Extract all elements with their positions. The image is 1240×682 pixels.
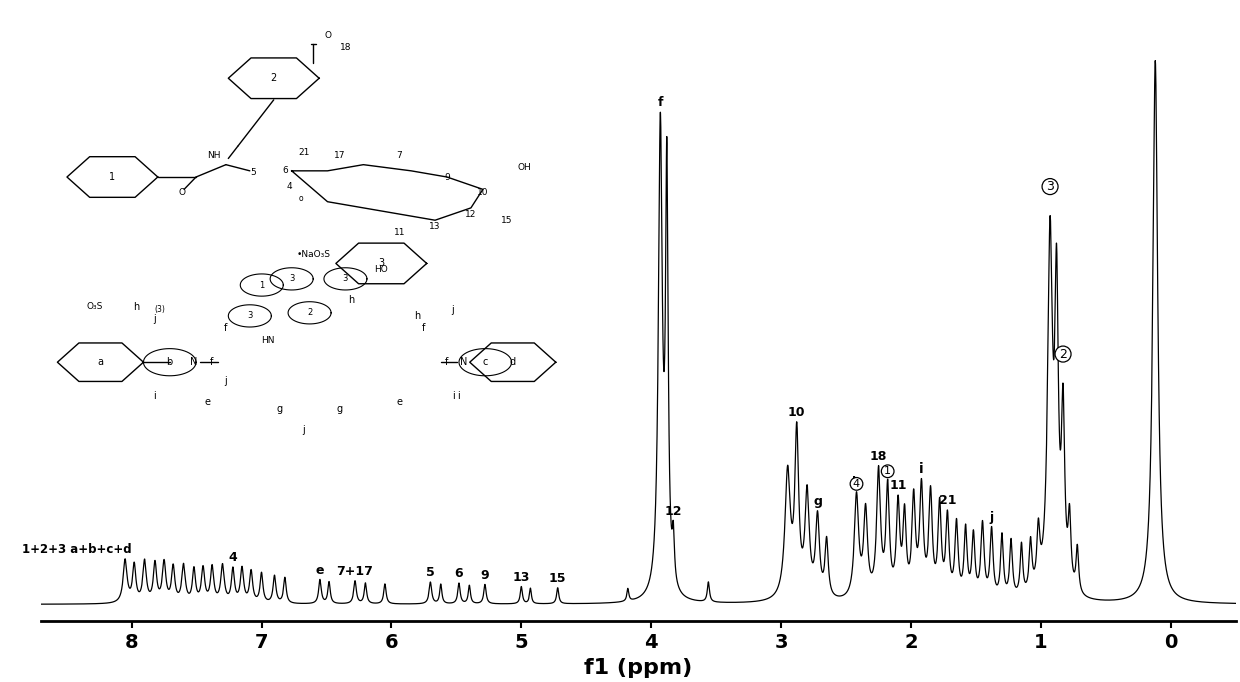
Text: d: d xyxy=(510,357,516,367)
Text: 3: 3 xyxy=(342,274,348,283)
Text: OH: OH xyxy=(518,163,532,173)
Text: 12: 12 xyxy=(665,505,682,518)
Text: 1+2+3 a+b+c+d: 1+2+3 a+b+c+d xyxy=(22,543,131,556)
Text: i: i xyxy=(153,391,155,401)
Text: f: f xyxy=(657,96,663,110)
Text: a: a xyxy=(98,357,103,367)
Text: j: j xyxy=(990,511,993,524)
Text: 15: 15 xyxy=(501,216,512,225)
Text: 1: 1 xyxy=(259,280,264,290)
Text: i: i xyxy=(451,391,454,401)
Text: 18: 18 xyxy=(340,43,351,52)
Text: h: h xyxy=(414,311,420,321)
Text: O: O xyxy=(324,31,331,40)
Text: HO: HO xyxy=(374,265,388,274)
Text: N: N xyxy=(460,357,467,367)
Text: 3: 3 xyxy=(289,274,294,283)
Text: 13: 13 xyxy=(429,222,441,231)
Text: •NaO₃S: •NaO₃S xyxy=(296,250,330,258)
Text: (3): (3) xyxy=(155,306,166,314)
Text: 10: 10 xyxy=(477,188,489,197)
Text: c: c xyxy=(482,357,489,367)
Text: 9: 9 xyxy=(481,569,490,582)
Text: 2: 2 xyxy=(270,73,277,83)
Text: 4: 4 xyxy=(228,551,237,564)
X-axis label: f1 (ppm): f1 (ppm) xyxy=(584,658,692,678)
Text: N: N xyxy=(190,357,197,367)
Text: 1: 1 xyxy=(884,466,892,476)
Text: 4: 4 xyxy=(853,479,861,489)
Text: j: j xyxy=(451,305,454,314)
Text: 18: 18 xyxy=(870,449,888,462)
Text: g: g xyxy=(813,495,822,508)
Text: h: h xyxy=(852,476,861,489)
Text: 15: 15 xyxy=(549,572,567,585)
Text: O: O xyxy=(179,188,185,197)
Text: 1: 1 xyxy=(109,172,115,182)
Text: f: f xyxy=(422,323,425,333)
Text: 6: 6 xyxy=(455,567,464,580)
Text: f: f xyxy=(445,357,449,367)
Text: o: o xyxy=(299,194,304,203)
Text: j: j xyxy=(303,425,305,435)
Text: 11: 11 xyxy=(393,228,405,237)
Text: 7+17: 7+17 xyxy=(336,565,373,578)
Text: 17: 17 xyxy=(334,151,345,160)
Text: e: e xyxy=(397,398,402,407)
Text: 5: 5 xyxy=(427,566,435,579)
Text: 9: 9 xyxy=(444,173,450,181)
Text: 2: 2 xyxy=(308,308,312,317)
Text: 13: 13 xyxy=(512,571,529,584)
Text: e: e xyxy=(316,563,324,576)
Text: j: j xyxy=(153,314,155,324)
Text: f: f xyxy=(210,357,213,367)
Text: i: i xyxy=(458,391,460,401)
Text: 5: 5 xyxy=(250,168,257,177)
Text: 2: 2 xyxy=(1059,348,1066,361)
Text: i: i xyxy=(919,462,924,475)
Text: 4: 4 xyxy=(286,182,293,191)
Text: 21: 21 xyxy=(939,494,956,507)
Text: 7: 7 xyxy=(397,151,402,160)
Text: g: g xyxy=(336,404,342,413)
Text: j: j xyxy=(224,376,227,386)
Text: 3: 3 xyxy=(247,312,253,321)
Text: NH: NH xyxy=(207,151,221,160)
Text: 3: 3 xyxy=(378,258,384,269)
Text: 6: 6 xyxy=(283,166,289,175)
Text: O₃S: O₃S xyxy=(87,302,103,311)
Text: 12: 12 xyxy=(465,209,476,218)
Text: h: h xyxy=(348,295,355,306)
Text: e: e xyxy=(205,398,211,407)
Text: HN: HN xyxy=(260,336,274,345)
Text: 10: 10 xyxy=(787,406,806,419)
Text: 3: 3 xyxy=(1047,180,1054,193)
Text: g: g xyxy=(277,404,283,413)
Text: f: f xyxy=(224,323,228,333)
Text: 11: 11 xyxy=(889,479,906,492)
Text: b: b xyxy=(166,357,172,367)
Text: 21: 21 xyxy=(298,148,309,157)
Text: h: h xyxy=(133,301,139,312)
